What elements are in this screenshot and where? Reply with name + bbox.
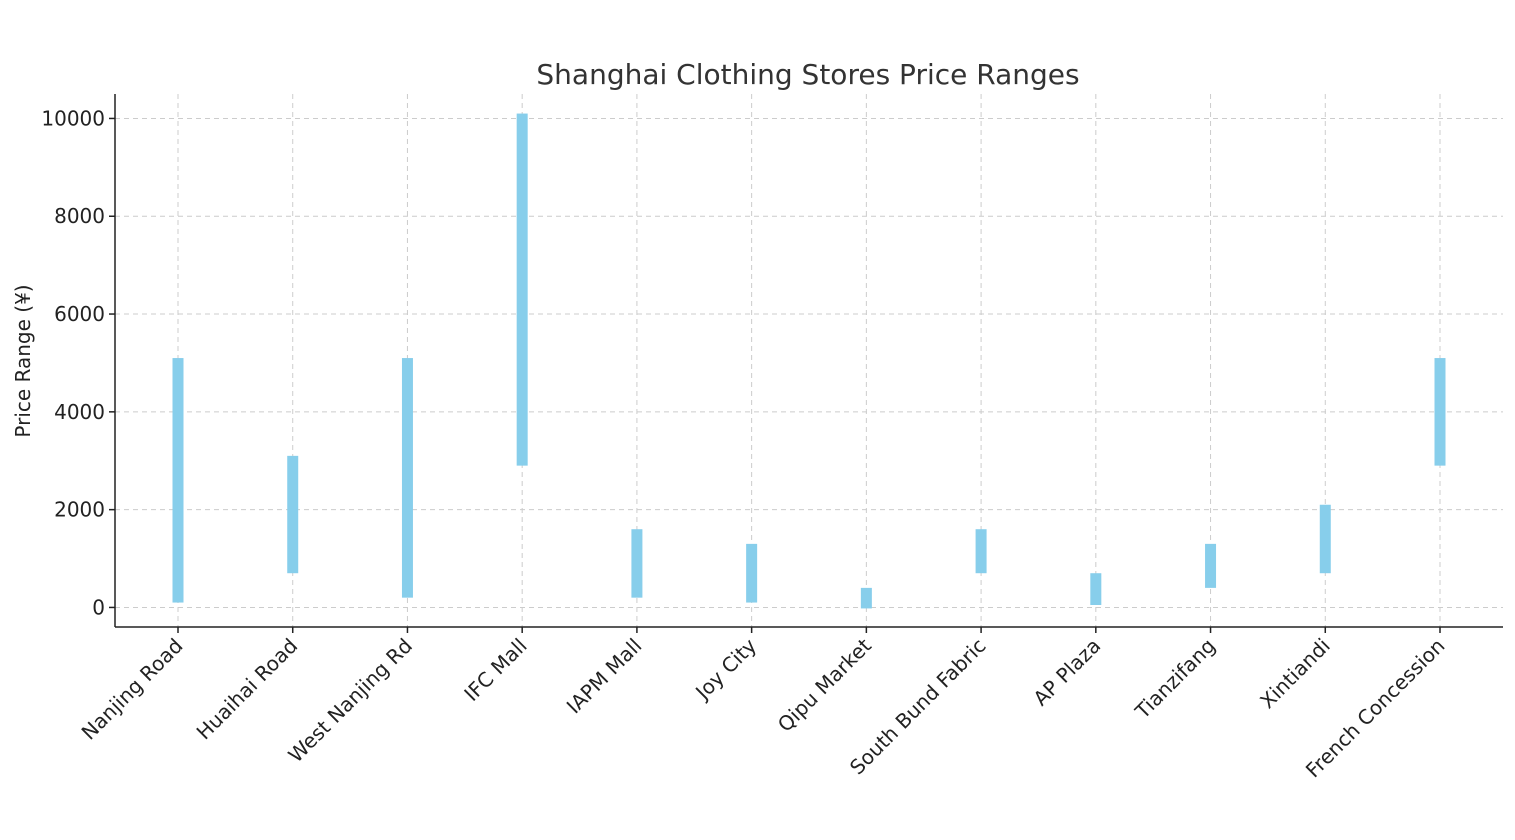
y-tick-label: 6000 [54, 302, 105, 326]
range-bar [401, 358, 413, 598]
y-tick-label: 10000 [41, 106, 105, 130]
x-tick-label: IFC Mall [459, 634, 531, 706]
range-bar [746, 543, 758, 603]
range-bar [631, 529, 643, 598]
x-tick-label: Qipu Market [773, 633, 876, 736]
range-bar [287, 455, 299, 574]
grid-lines [115, 94, 1503, 627]
x-tick-label: West Nanjing Rd [283, 634, 417, 768]
y-axis-label: Price Range (¥) [11, 284, 35, 437]
range-bar [975, 529, 987, 574]
range-bar [1434, 358, 1446, 466]
y-tick-label: 8000 [54, 204, 105, 228]
range-bar [1090, 573, 1102, 605]
y-tick-label: 2000 [54, 498, 105, 522]
y-ticks: 0 2000 4000 6000 8000 10000 [41, 106, 115, 619]
x-tick-label: AP Plaza [1028, 634, 1105, 711]
range-bar [860, 587, 872, 609]
axes [114, 94, 1503, 628]
x-tick-label: Nanjing Road [77, 634, 188, 745]
chart-title: Shanghai Clothing Stores Price Ranges [536, 58, 1079, 91]
x-tick-label: Joy City [689, 633, 761, 705]
range-bar [1205, 543, 1217, 588]
x-tick-label: IAPM Mall [562, 634, 647, 719]
x-tick-label: Huaihai Road [192, 634, 303, 745]
x-tick-label: Tianzifang [1130, 634, 1220, 724]
x-tick-label: Xintiandi [1255, 634, 1335, 714]
range-bar [172, 358, 184, 603]
range-bar [1319, 504, 1331, 574]
y-tick-label: 4000 [54, 400, 105, 424]
range-bar [516, 113, 528, 466]
y-tick-label: 0 [92, 595, 105, 619]
range-bars [172, 113, 1446, 609]
